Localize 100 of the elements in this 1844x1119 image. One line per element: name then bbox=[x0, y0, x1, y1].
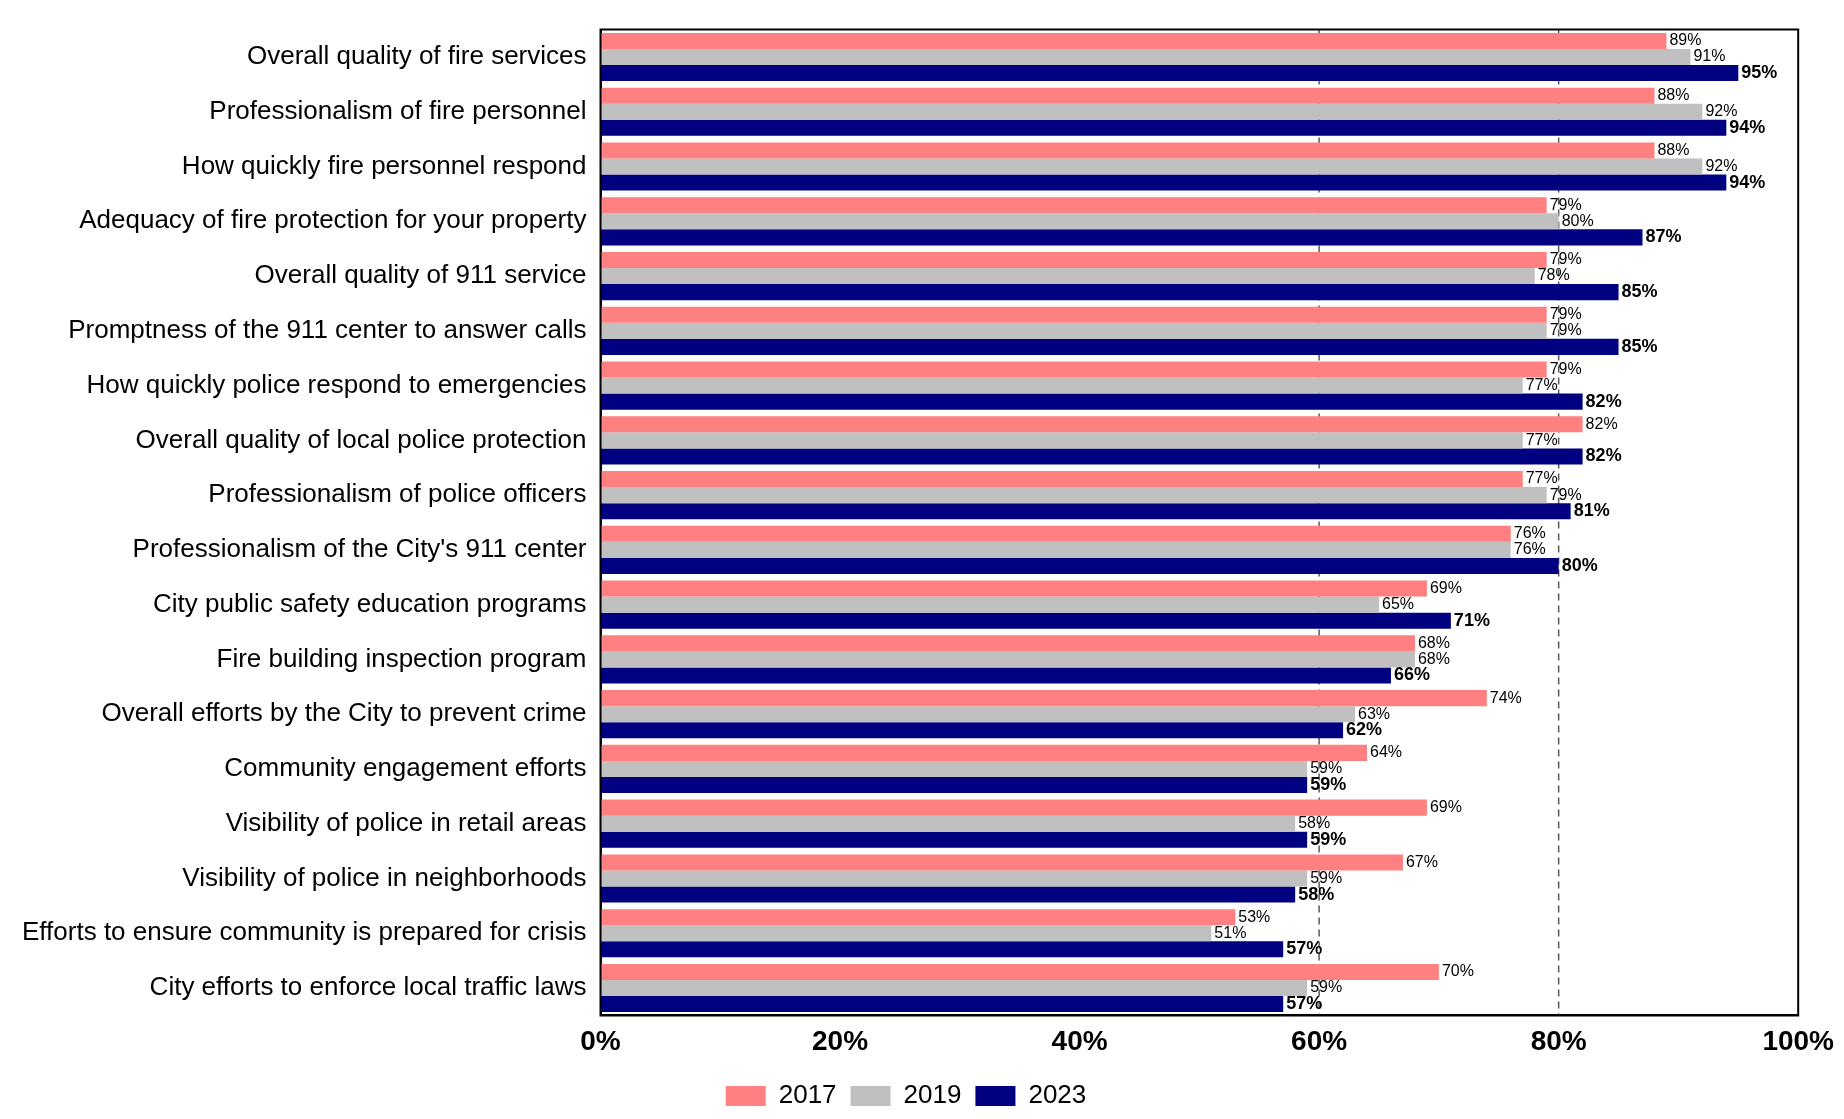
bar bbox=[600, 909, 1236, 926]
data-label: 79% bbox=[1549, 305, 1582, 323]
y-tick-label: Professionalism of police officers bbox=[208, 478, 587, 509]
data-label: 85% bbox=[1621, 281, 1658, 302]
data-label: 88% bbox=[1657, 140, 1690, 158]
data-label: 51% bbox=[1214, 923, 1247, 941]
y-tick-label: Visibility of police in neighborhoods bbox=[182, 861, 587, 892]
bar bbox=[600, 471, 1523, 488]
data-label: 79% bbox=[1549, 359, 1582, 377]
bar bbox=[600, 361, 1547, 378]
bar bbox=[600, 799, 1427, 816]
bar bbox=[600, 541, 1511, 558]
bar bbox=[600, 996, 1284, 1013]
data-label: 82% bbox=[1585, 445, 1622, 466]
bar bbox=[600, 722, 1344, 739]
data-label: 79% bbox=[1549, 250, 1582, 268]
bar bbox=[600, 854, 1403, 871]
y-tick-label: Adequacy of fire protection for your property bbox=[79, 204, 587, 235]
y-tick-label: Professionalism of the City's 911 center bbox=[132, 533, 587, 564]
y-tick-label: Fire building inspection program bbox=[216, 642, 587, 673]
legend-label: 2019 bbox=[903, 1079, 962, 1110]
bar bbox=[600, 612, 1451, 629]
data-label: 89% bbox=[1669, 31, 1702, 49]
bar bbox=[600, 306, 1547, 323]
y-tick-label: Promptness of the 911 center to answer calls bbox=[68, 313, 587, 344]
y-tick-label: Efforts to ensure community is prepared for crisis bbox=[21, 916, 587, 947]
data-label: 69% bbox=[1429, 798, 1462, 816]
data-label: 70% bbox=[1441, 962, 1474, 980]
bar bbox=[600, 979, 1308, 997]
data-label: 59% bbox=[1310, 868, 1343, 886]
bar bbox=[600, 580, 1427, 597]
data-label: 91% bbox=[1693, 47, 1726, 65]
bar bbox=[600, 651, 1415, 668]
bar bbox=[600, 760, 1308, 777]
bar bbox=[600, 87, 1655, 104]
data-label: 82% bbox=[1585, 414, 1618, 432]
bar bbox=[600, 65, 1739, 82]
data-label: 53% bbox=[1238, 907, 1271, 925]
y-tick-label: How quickly fire personnel respond bbox=[181, 149, 587, 180]
x-tick-label: 40% bbox=[1051, 1024, 1108, 1056]
bar bbox=[600, 432, 1523, 449]
y-tick-label: Professionalism of fire personnel bbox=[209, 94, 587, 125]
x-tick-label: 100% bbox=[1762, 1024, 1835, 1056]
data-label: 76% bbox=[1513, 540, 1546, 558]
bar bbox=[600, 268, 1535, 285]
data-label: 95% bbox=[1741, 62, 1778, 83]
bar bbox=[600, 322, 1547, 339]
data-label: 92% bbox=[1705, 156, 1738, 174]
data-label: 80% bbox=[1561, 554, 1598, 575]
bar bbox=[600, 487, 1547, 504]
y-tick-label: City public safety education programs bbox=[152, 587, 587, 618]
bar bbox=[600, 142, 1655, 159]
bar bbox=[600, 284, 1619, 301]
data-label: 68% bbox=[1417, 633, 1450, 651]
data-label: 64% bbox=[1370, 743, 1403, 761]
bar bbox=[600, 503, 1571, 520]
data-label: 87% bbox=[1645, 226, 1682, 247]
data-label: 65% bbox=[1382, 595, 1415, 613]
bar bbox=[600, 690, 1487, 707]
bar bbox=[600, 158, 1703, 175]
bar bbox=[600, 103, 1703, 120]
bar bbox=[600, 48, 1691, 66]
data-label: 88% bbox=[1657, 86, 1690, 104]
data-label: 82% bbox=[1585, 390, 1622, 411]
data-label: 80% bbox=[1561, 211, 1594, 229]
data-label: 59% bbox=[1310, 978, 1343, 996]
bar bbox=[600, 377, 1523, 394]
data-label: 68% bbox=[1417, 649, 1450, 667]
data-label: 79% bbox=[1549, 485, 1582, 503]
data-label: 74% bbox=[1489, 688, 1522, 706]
y-tick-label: Community engagement efforts bbox=[224, 752, 587, 783]
bar bbox=[600, 776, 1308, 794]
bar bbox=[600, 119, 1727, 136]
data-label: 78% bbox=[1537, 266, 1570, 284]
y-tick-label: Overall quality of local police protection bbox=[135, 423, 587, 454]
data-label: 57% bbox=[1286, 938, 1323, 959]
bar bbox=[600, 870, 1308, 887]
bar bbox=[600, 963, 1439, 980]
y-tick-label: How quickly police respond to emergencies bbox=[86, 368, 587, 399]
data-label: 76% bbox=[1513, 524, 1546, 542]
bar bbox=[600, 744, 1368, 761]
bar bbox=[600, 596, 1379, 613]
bar bbox=[600, 251, 1547, 269]
data-label: 62% bbox=[1346, 719, 1383, 740]
data-label: 77% bbox=[1525, 375, 1558, 393]
bar bbox=[600, 706, 1356, 723]
data-label: 77% bbox=[1525, 469, 1558, 487]
bar bbox=[600, 213, 1559, 230]
bar bbox=[600, 338, 1619, 355]
legend-label: 2017 bbox=[778, 1079, 837, 1110]
x-tick-label: 60% bbox=[1291, 1024, 1348, 1056]
y-tick-label: Overall efforts by the City to prevent crime bbox=[101, 697, 587, 728]
bar bbox=[600, 635, 1415, 652]
bar bbox=[600, 557, 1559, 574]
bar bbox=[600, 448, 1583, 465]
bar bbox=[600, 925, 1212, 942]
x-tick-label: 80% bbox=[1530, 1024, 1587, 1056]
bar bbox=[600, 815, 1296, 832]
data-label: 85% bbox=[1621, 335, 1658, 356]
data-label: 79% bbox=[1549, 321, 1582, 339]
